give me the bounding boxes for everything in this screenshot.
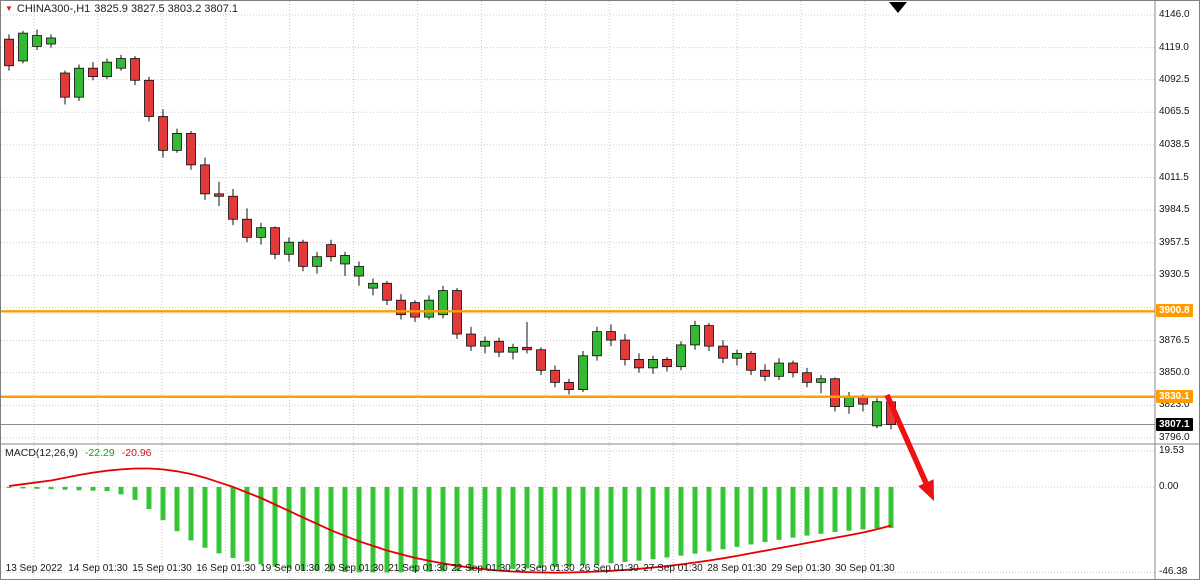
time-label: 22 Sep 01:30: [451, 563, 511, 574]
symbol-period-label: CHINA300-,H1: [16, 3, 91, 15]
time-label: 19 Sep 01:30: [260, 563, 320, 574]
macd-name: MACD(12,26,9): [5, 447, 78, 459]
macd-signal-value: -20.96: [121, 447, 152, 459]
time-label: 21 Sep 01:30: [388, 563, 448, 574]
price-tick-label: 4065.5: [1159, 106, 1190, 117]
macd-tick-label: 19.53: [1159, 445, 1185, 456]
time-label: 26 Sep 01:30: [579, 563, 639, 574]
price-tick-label: 4038.5: [1159, 139, 1190, 150]
price-tick-label: 3823.0: [1159, 399, 1190, 410]
price-tick-label: 3930.5: [1159, 269, 1190, 280]
time-label: 23 Sep 01:30: [515, 563, 575, 574]
candlesticks: [4, 29, 896, 430]
time-label: 29 Sep 01:30: [771, 563, 831, 574]
macd-main-value: -22.29: [84, 447, 115, 459]
time-axis[interactable]: 13 Sep 2022 14 Sep 01:30 15 Sep 01:30 16 Se…: [1, 559, 1155, 579]
time-label: 30 Sep 01:30: [835, 563, 895, 574]
macd-signal-line: [8, 467, 892, 574]
time-label: 28 Sep 01:30: [707, 563, 767, 574]
level-price-tag-1: 3830.1: [1156, 390, 1193, 403]
level-price-tag-0: 3900.8: [1156, 304, 1193, 317]
time-label: 13 Sep 2022: [5, 563, 63, 574]
time-label: 16 Sep 01:30: [196, 563, 256, 574]
trend-arrow-annotation[interactable]: [884, 393, 934, 501]
time-label: 20 Sep 01:30: [324, 563, 384, 574]
current-price-tag: 3807.1: [1156, 418, 1193, 431]
macd-tick-label: -46.38: [1159, 566, 1188, 577]
time-label: 27 Sep 01:30: [643, 563, 703, 574]
price-tick-label: 4119.0: [1159, 42, 1189, 53]
price-tick-label: 4146.0: [1159, 9, 1190, 20]
price-tick-label: 3796.0: [1159, 432, 1190, 443]
macd-tick-label: 0.00: [1159, 481, 1179, 492]
price-tick-label: 3876.5: [1159, 335, 1190, 346]
gridlines: [1, 1, 1155, 578]
macd-indicator: [6, 467, 894, 574]
price-tick-label: 3984.5: [1159, 204, 1190, 215]
price-tick-label: 4092.5: [1159, 74, 1190, 85]
time-label: 14 Sep 01:30: [68, 563, 128, 574]
ohlc-values: 3825.9 3827.5 3803.2 3807.1: [94, 3, 239, 15]
price-tick-label: 4011.5: [1159, 172, 1189, 183]
price-tick-label: 3850.0: [1159, 367, 1190, 378]
price-tick-label: 3957.5: [1159, 237, 1190, 248]
macd-indicator-label: MACD(12,26,9) -22.29 -20.96: [5, 447, 152, 459]
time-label: 15 Sep 01:30: [132, 563, 192, 574]
quote-line: ▼ CHINA300-,H1 3825.9 3827.5 3803.2 3807…: [5, 3, 238, 15]
price-axis[interactable]: 4146.0 4119.0 4092.5 4065.5 4038.5 4011.5 3984…: [1155, 1, 1199, 579]
chart-shift-marker[interactable]: [889, 2, 907, 13]
symbol-dropdown-icon[interactable]: ▼: [5, 4, 13, 13]
